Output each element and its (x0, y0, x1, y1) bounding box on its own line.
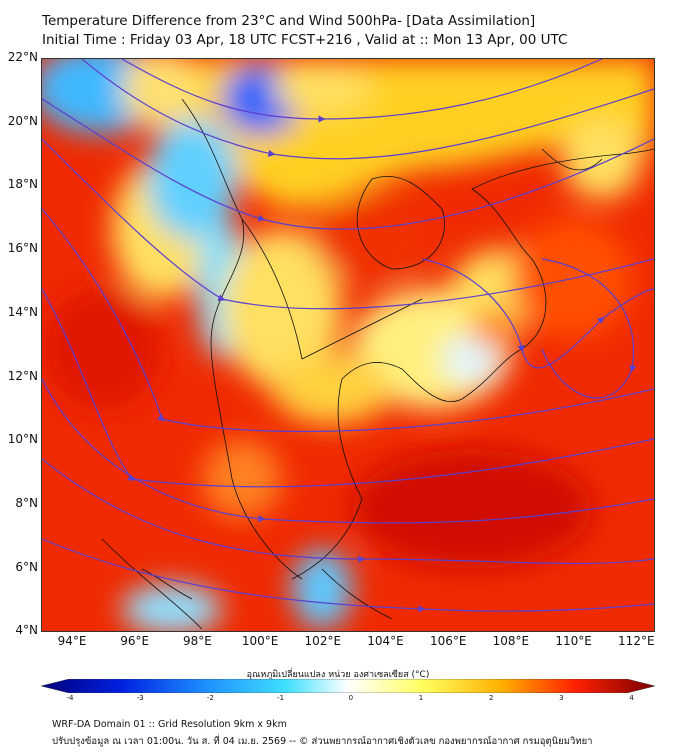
latitude-label: 10°N (7, 432, 38, 447)
latitude-label: 14°N (7, 304, 38, 319)
longitude-label: 100°E (241, 634, 279, 648)
longitude-label: 110°E (555, 634, 592, 648)
longitude-label: 98°E (182, 634, 212, 648)
colorbar-tick-label: -1 (277, 694, 285, 702)
latitude-label: 20°N (7, 113, 38, 128)
latitude-label: 4°N (15, 623, 38, 638)
temperature-anomaly-patches (32, 44, 654, 634)
longitude-label: 112°E (618, 634, 655, 648)
colorbar-tick-label: 1 (418, 694, 424, 702)
colorbar-tick-label: 2 (488, 694, 494, 702)
colorbar-tick-label: -2 (206, 694, 214, 702)
latitude-label: 6°N (15, 559, 38, 574)
colorbar-tick-label: -4 (66, 694, 74, 702)
map-canvas (32, 44, 655, 634)
temperature-wind-map (32, 44, 655, 634)
colorbar-tick-label: -3 (136, 694, 144, 702)
longitude-label: 108°E (492, 634, 530, 648)
colorbar (41, 679, 655, 693)
colorbar-tick-label: 3 (559, 694, 564, 702)
longitude-label: 104°E (367, 634, 404, 648)
latitude-label: 18°N (7, 177, 38, 192)
latitude-label: 8°N (15, 495, 38, 510)
colorbar-tick-label: 4 (629, 694, 634, 702)
footer-model-info: WRF-DA Domain 01 :: Grid Resolution 9km … (52, 719, 287, 730)
latitude-label: 12°N (7, 368, 38, 383)
colorbar-title: อุณหภูมิเปลี่ยนแปลง หน่วย องศาเซลเซียส (… (246, 670, 430, 680)
latitude-label: 16°N (7, 241, 38, 256)
chart-subtitle: Initial Time : Friday 03 Apr, 18 UTC FCS… (42, 32, 568, 48)
longitude-label: 96°E (120, 634, 150, 648)
colorbar-scale (41, 679, 655, 693)
latitude-label: 22°N (7, 50, 38, 64)
coastlines-and-borders (101, 98, 655, 630)
chart-title: Temperature Difference from 23°C and Win… (42, 13, 536, 29)
longitude-label: 106°E (429, 634, 467, 648)
longitude-label: 94°E (57, 634, 87, 648)
colorbar-tick-label: 0 (348, 694, 354, 702)
wind-streamlines (41, 58, 655, 613)
longitude-label: 102°E (304, 634, 342, 648)
footer-update-info: ปรับปรุงข้อมูล ณ เวลา 01:00น. วัน ส. ที่… (52, 736, 593, 747)
